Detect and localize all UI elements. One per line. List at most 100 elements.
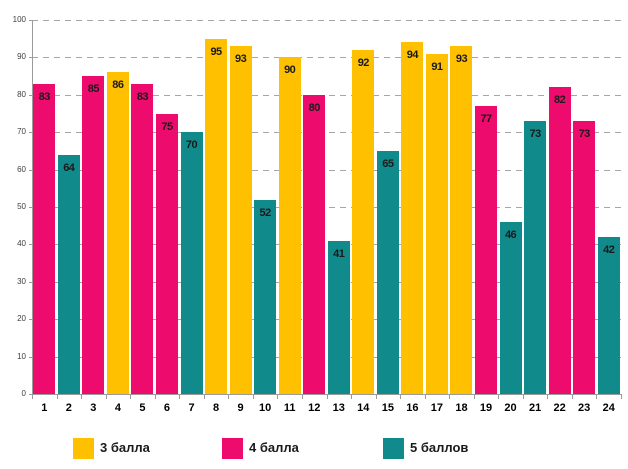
- x-axis-category-label: 18: [455, 402, 468, 414]
- gridline: [32, 57, 623, 59]
- bar: 93: [450, 46, 473, 394]
- bar: 41: [327, 240, 350, 394]
- x-axis-category-label: 23: [578, 402, 591, 414]
- x-axis-tick: [571, 395, 573, 399]
- y-axis-tick-label: 100: [12, 15, 26, 24]
- bar-value-label: 92: [357, 56, 370, 69]
- x-axis-tick: [400, 395, 402, 399]
- bar: 83: [131, 83, 154, 394]
- bar: 64: [57, 154, 80, 394]
- bar-value-label: 86: [112, 79, 124, 92]
- gridline: [32, 281, 623, 283]
- x-axis-tick: [326, 395, 328, 399]
- bar-value-label: 93: [234, 53, 247, 66]
- y-axis-tick: [29, 244, 33, 246]
- x-axis-category-label: 10: [259, 402, 272, 414]
- bar: 83: [33, 83, 56, 394]
- bar-value-label: 52: [259, 206, 272, 219]
- x-axis-tick: [154, 395, 156, 399]
- y-axis-tick: [29, 20, 33, 21]
- y-axis-tick: [29, 94, 33, 96]
- x-axis-tick: [522, 395, 524, 399]
- x-axis-category-label: 22: [553, 402, 566, 414]
- bar-value-label: 80: [308, 101, 321, 114]
- bar: 73: [524, 120, 547, 394]
- x-axis-category-label: 16: [406, 402, 419, 414]
- x-axis-category-label: 5: [139, 402, 146, 414]
- x-axis-tick: [179, 395, 181, 399]
- y-axis-tick: [29, 132, 33, 134]
- bar: 75: [155, 113, 178, 394]
- y-axis: [32, 20, 33, 394]
- gridline: [32, 244, 623, 246]
- x-axis-category-label: 13: [332, 402, 345, 414]
- x-axis-tick: [473, 395, 475, 399]
- x-axis-tick: [351, 395, 353, 399]
- bar-value-label: 64: [63, 161, 75, 174]
- bar: 70: [180, 132, 203, 394]
- y-axis-tick-label: 90: [17, 52, 26, 62]
- y-axis-tick: [29, 319, 33, 321]
- bar-value-label: 75: [161, 120, 173, 133]
- x-axis-category-label: 8: [212, 402, 220, 414]
- bar-value-label: 82: [554, 94, 566, 107]
- bar-value-label: 90: [284, 64, 296, 77]
- y-axis-tick-label: 40: [17, 239, 26, 249]
- gridline: [32, 94, 623, 96]
- x-axis-tick: [277, 395, 279, 399]
- x-axis-category-label: 17: [430, 402, 444, 414]
- legend-swatch: [383, 438, 404, 459]
- bar-value-label: 93: [455, 53, 468, 66]
- bar: 46: [499, 221, 522, 394]
- x-axis-tick: [621, 395, 622, 399]
- bar-value-label: 94: [406, 49, 419, 62]
- x-axis-category-label: 11: [283, 402, 296, 414]
- y-axis-tick-label: 60: [17, 164, 26, 174]
- legend-swatch: [73, 438, 94, 459]
- x-axis-tick: [228, 395, 230, 399]
- gridline: [32, 20, 623, 21]
- bar: 77: [475, 106, 498, 394]
- bar-value-label: 85: [87, 83, 100, 96]
- x-axis: [32, 394, 622, 395]
- bar-value-label: 65: [382, 157, 394, 170]
- x-axis-category-label: 6: [163, 402, 171, 414]
- bar-value-label: 77: [480, 113, 492, 126]
- gridline: [32, 169, 623, 171]
- x-axis-category-label: 21: [528, 402, 542, 414]
- legend-label: 5 баллов: [410, 440, 469, 455]
- x-axis-tick: [56, 395, 58, 399]
- bar: 82: [548, 87, 571, 394]
- bar: 91: [425, 53, 448, 394]
- bar: 94: [401, 42, 424, 394]
- x-axis-tick: [252, 395, 254, 399]
- x-axis-tick: [130, 395, 132, 399]
- x-axis-tick: [375, 395, 377, 399]
- y-axis-tick-label: 30: [17, 276, 26, 286]
- bar: 73: [573, 120, 596, 394]
- legend-label: 4 балла: [249, 440, 299, 455]
- legend-label: 3 балла: [100, 440, 150, 455]
- bar: 86: [106, 72, 129, 394]
- y-axis-tick-label: 80: [17, 89, 26, 99]
- bar: 65: [376, 150, 399, 394]
- bar-value-label: 73: [578, 127, 591, 140]
- bar-value-label: 73: [529, 127, 541, 140]
- y-axis-tick: [29, 207, 33, 208]
- y-axis-tick-label: 20: [17, 314, 26, 324]
- bar-value-label: 46: [504, 228, 517, 241]
- x-axis-category-label: 20: [504, 402, 517, 414]
- x-axis-category-label: 24: [602, 402, 615, 414]
- x-axis-tick: [498, 395, 500, 399]
- x-axis-tick: [596, 395, 598, 399]
- y-axis-tick-label: 50: [17, 202, 26, 211]
- gridline: [32, 132, 623, 134]
- x-axis-tick: [32, 395, 33, 399]
- x-axis-category-label: 2: [65, 402, 72, 414]
- bar: 80: [303, 94, 326, 394]
- x-axis-category-label: 15: [381, 402, 394, 414]
- y-axis-tick: [29, 57, 33, 59]
- x-axis-category-label: 9: [237, 402, 244, 414]
- bar: 95: [205, 38, 228, 394]
